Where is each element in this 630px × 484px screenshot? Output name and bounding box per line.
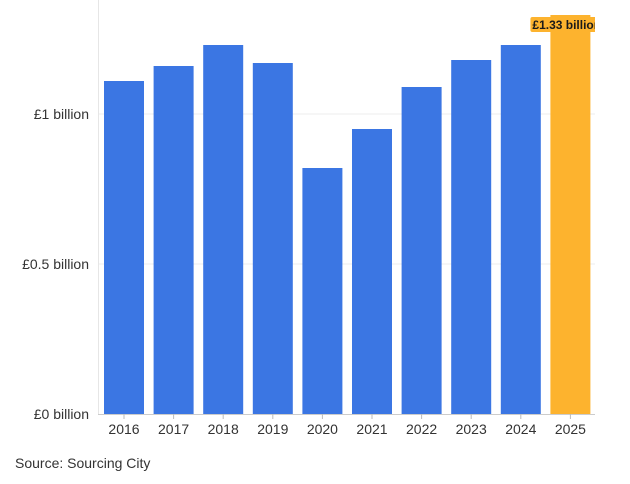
bar-2021[interactable] xyxy=(352,129,392,414)
bar-2019[interactable] xyxy=(252,63,293,414)
bar-2022[interactable] xyxy=(401,87,442,414)
x-tick-label: 2025 xyxy=(555,421,586,437)
bar-2020[interactable] xyxy=(302,168,343,414)
data-label-2025: £1.33 billion xyxy=(532,18,601,32)
x-tick-label: 2016 xyxy=(108,421,139,437)
y-tick-label: £0.5 billion xyxy=(22,256,89,272)
source-note: Source: Sourcing City xyxy=(15,455,151,471)
x-tick-label: 2020 xyxy=(307,421,338,437)
y-tick-label: £0 billion xyxy=(34,406,89,422)
bar-2024[interactable] xyxy=(500,45,541,414)
x-tick-label: 2021 xyxy=(356,421,387,437)
bar-2023[interactable] xyxy=(451,60,492,414)
bars xyxy=(104,15,591,414)
axes: £0 billion £0.5 billion £1 billion 2016 2017… xyxy=(22,0,595,437)
bar-2025[interactable] xyxy=(550,15,591,414)
x-tick-label: 2024 xyxy=(505,421,536,437)
x-tick-label: 2017 xyxy=(158,421,189,437)
x-tick-label: 2019 xyxy=(257,421,288,437)
y-tick-label: £1 billion xyxy=(34,106,89,122)
bar-2016[interactable] xyxy=(104,81,144,414)
data-labels: £1.33 billion xyxy=(530,17,601,32)
data-label-box xyxy=(530,17,595,32)
x-tick-label: 2023 xyxy=(456,421,487,437)
bar-2017[interactable] xyxy=(153,66,194,414)
x-tick-label: 2018 xyxy=(208,421,239,437)
x-tick-label: 2022 xyxy=(406,421,437,437)
bar-2018[interactable] xyxy=(203,45,244,414)
